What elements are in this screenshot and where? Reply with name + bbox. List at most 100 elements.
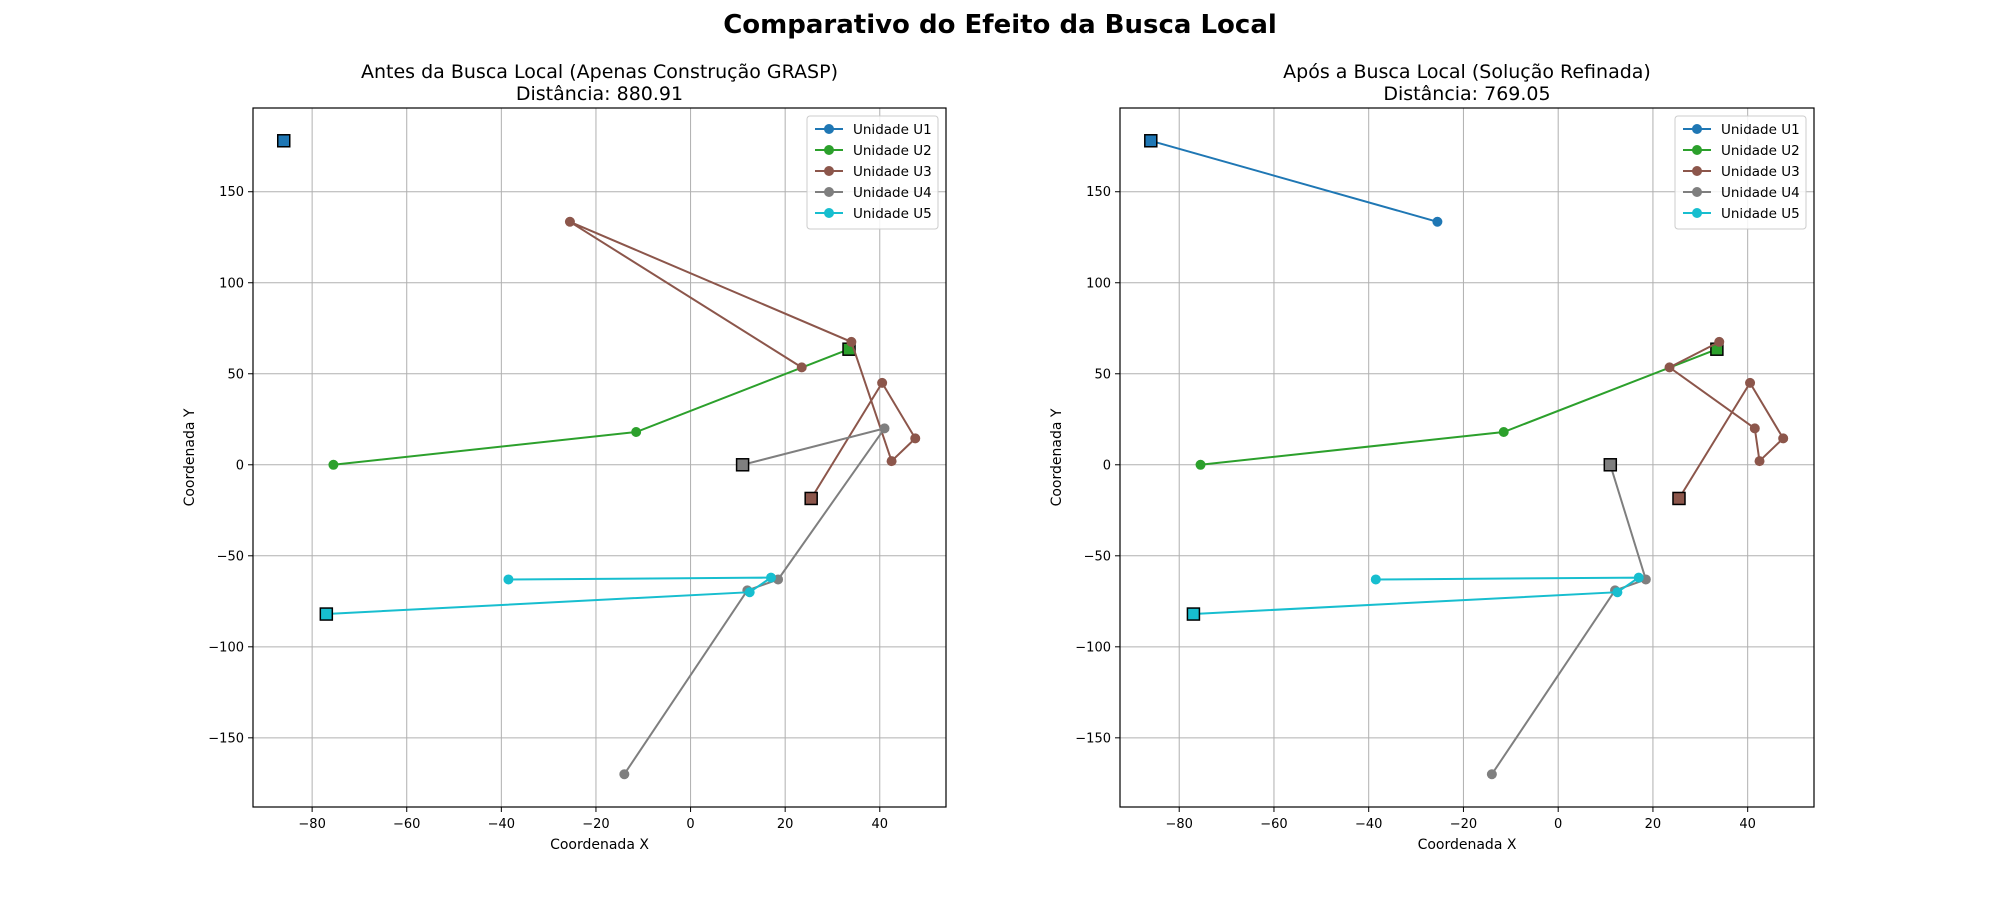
legend-marker xyxy=(824,124,834,134)
route-point xyxy=(1612,587,1623,598)
axes-frame xyxy=(1119,107,1815,808)
depot-marker xyxy=(1144,134,1158,148)
route-point xyxy=(1432,216,1443,227)
legend-label: Unidade U2 xyxy=(1721,143,1800,159)
route-point xyxy=(744,587,755,598)
series-2 xyxy=(328,342,856,470)
series-1 xyxy=(1144,134,1443,227)
route-point xyxy=(1486,769,1497,780)
x-tick-label: −20 xyxy=(582,817,609,832)
route-point xyxy=(1664,362,1675,373)
x-tick-label: 0 xyxy=(686,817,694,832)
x-tick-label: 40 xyxy=(872,817,889,832)
route-line xyxy=(623,426,887,775)
depot-marker xyxy=(319,607,334,621)
legend-label: Unidade U5 xyxy=(1721,206,1800,222)
route-point xyxy=(886,456,897,467)
plot-title: Antes da Busca Local (Apenas Construção … xyxy=(361,61,838,83)
legend: Unidade U1 Unidade U2 Unidade U3 Unidade U4… xyxy=(1674,115,1807,230)
x-axis-label: Coordenada X xyxy=(1418,837,1517,853)
route-point xyxy=(503,574,514,585)
plot-panel-1: Antes da Busca Local (Apenas Construção … xyxy=(182,61,947,853)
legend-marker xyxy=(824,166,834,176)
y-tick-label: −150 xyxy=(208,731,244,746)
depot-marker xyxy=(735,458,750,472)
depot-marker xyxy=(1672,491,1686,506)
plot-subtitle: Distância: 769.05 xyxy=(1383,83,1550,105)
y-tick-label: −150 xyxy=(1075,731,1111,746)
route-line xyxy=(1193,576,1642,615)
plot-panel-2: Após a Busca Local (Solução Refinada)Dis… xyxy=(1049,61,1815,853)
series-5 xyxy=(1186,572,1644,621)
route-point xyxy=(1749,423,1760,434)
x-tick-label: 20 xyxy=(777,817,794,832)
route-point xyxy=(796,362,807,373)
route-point xyxy=(1714,336,1725,347)
depot-marker xyxy=(804,491,818,506)
y-tick-label: 100 xyxy=(219,276,244,291)
legend: Unidade U1 Unidade U2 Unidade U3 Unidade U4… xyxy=(806,115,939,230)
y-tick-label: 150 xyxy=(1086,185,1111,200)
x-tick-label: −80 xyxy=(1165,817,1192,832)
y-tick-label: 50 xyxy=(1094,367,1111,382)
route-line xyxy=(1667,341,1785,500)
y-tick-label: −100 xyxy=(208,640,244,655)
legend-marker xyxy=(1692,145,1702,155)
x-tick-label: −40 xyxy=(488,817,515,832)
series-4 xyxy=(619,423,890,780)
depot-marker xyxy=(1603,458,1618,472)
x-tick-label: 40 xyxy=(1739,817,1756,832)
series-1 xyxy=(276,134,291,148)
legend-marker xyxy=(824,187,834,197)
route-point xyxy=(619,769,630,780)
route-point xyxy=(564,216,575,227)
plot-title: Após a Busca Local (Solução Refinada) xyxy=(1283,61,1651,83)
y-axis-label: Coordenada Y xyxy=(1049,408,1065,506)
depot-marker xyxy=(1186,607,1201,621)
y-tick-label: 0 xyxy=(1103,458,1111,473)
legend-label: Unidade U1 xyxy=(853,122,932,138)
y-tick-label: 100 xyxy=(1086,276,1111,291)
legend-marker xyxy=(1692,208,1702,218)
route-point xyxy=(1498,427,1509,438)
x-tick-label: −40 xyxy=(1355,817,1382,832)
y-tick-label: 50 xyxy=(227,367,244,382)
route-point xyxy=(1370,574,1381,585)
route-point xyxy=(1633,572,1644,583)
legend-label: Unidade U2 xyxy=(853,143,932,159)
route-line xyxy=(1150,139,1438,223)
legend-marker xyxy=(1692,166,1702,176)
route-point xyxy=(1778,433,1789,444)
y-tick-label: −50 xyxy=(1084,549,1111,564)
route-point xyxy=(846,336,857,347)
x-tick-label: 20 xyxy=(1645,817,1662,832)
x-tick-label: −20 xyxy=(1450,817,1477,832)
legend-marker xyxy=(824,145,834,155)
x-tick-label: −80 xyxy=(298,817,325,832)
legend-marker xyxy=(824,208,834,218)
series-5 xyxy=(319,572,776,621)
legend-marker xyxy=(1692,187,1702,197)
legend-marker xyxy=(1692,124,1702,134)
depot-marker xyxy=(276,134,291,148)
route-point xyxy=(877,377,888,388)
route-line xyxy=(326,576,775,615)
route-point xyxy=(328,459,339,470)
y-tick-label: 0 xyxy=(236,458,244,473)
legend-label: Unidade U5 xyxy=(853,206,932,222)
route-point xyxy=(1745,377,1756,388)
route-point xyxy=(765,572,776,583)
x-tick-label: −60 xyxy=(393,817,420,832)
route-point xyxy=(879,423,890,434)
route-line xyxy=(1200,348,1718,466)
y-tick-label: 150 xyxy=(219,185,244,200)
legend-box xyxy=(806,115,939,230)
series-2 xyxy=(1195,342,1724,470)
series-4 xyxy=(1486,458,1651,780)
x-tick-label: 0 xyxy=(1554,817,1562,832)
legend-label: Unidade U3 xyxy=(1721,164,1800,180)
x-tick-label: −60 xyxy=(1260,817,1287,832)
route-line xyxy=(333,348,850,466)
route-point xyxy=(1195,459,1206,470)
